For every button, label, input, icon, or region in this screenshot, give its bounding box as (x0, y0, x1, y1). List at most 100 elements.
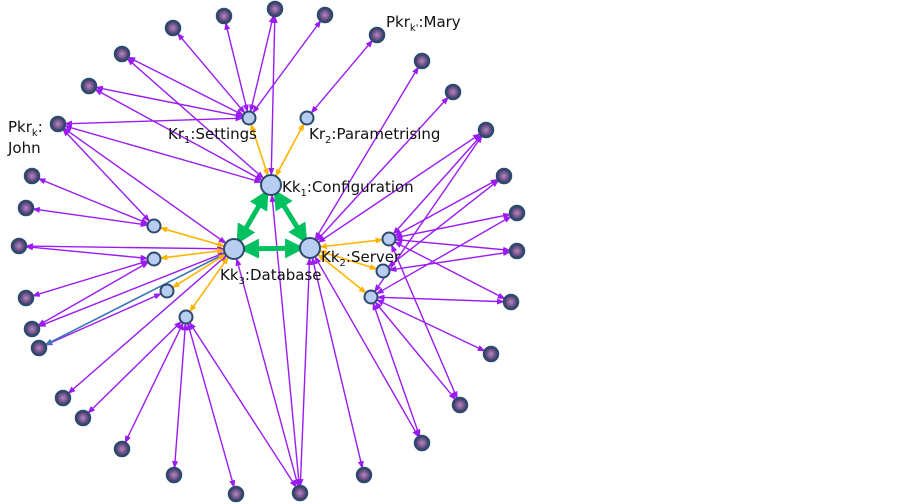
person-node-o20[interactable] (80, 77, 98, 95)
hierarchy-edge (24, 244, 149, 261)
labels-layer: Kk1:ConfigurationKk2:ServerKk3:DatabaseK… (7, 13, 461, 287)
person-node-o23[interactable] (215, 7, 233, 25)
hierarchy-edge (176, 32, 246, 114)
person-node-o29[interactable] (477, 121, 495, 139)
label-subscript: k (32, 128, 38, 139)
link-edge (189, 256, 229, 313)
person-node-o32[interactable] (495, 167, 513, 185)
person-node-o11[interactable] (227, 485, 245, 503)
person-node-o4[interactable] (17, 289, 35, 307)
concept-node-l4[interactable] (178, 309, 194, 325)
concept-node-kr1[interactable] (241, 110, 257, 126)
hierarchy-edge (37, 261, 150, 327)
person-node-o22[interactable] (164, 19, 182, 37)
hierarchy-edge (235, 257, 300, 488)
core-edge (236, 189, 269, 245)
link-edge (275, 122, 305, 178)
hierarchy-edge (268, 14, 278, 177)
person-node-o3[interactable] (10, 237, 28, 255)
person-node-o6[interactable] (30, 339, 48, 357)
hierarchy-edge (375, 299, 486, 352)
person-node-o16[interactable] (451, 396, 469, 414)
person-node-o24[interactable] (266, 0, 284, 18)
hierarchy-edge (188, 321, 297, 488)
hierarchy-edge (374, 134, 483, 293)
hierarchy-edge (31, 206, 149, 228)
person-node-o7[interactable] (54, 389, 72, 407)
core-edge (238, 238, 306, 259)
hierarchy-edge (376, 294, 506, 305)
label-rest: :Parametrising (331, 125, 440, 143)
label-rest: :Server (346, 248, 401, 266)
concept-node-r2[interactable] (375, 263, 391, 279)
concept-node-r3[interactable] (363, 289, 379, 305)
hierarchy-edge (388, 250, 512, 272)
nodes-layer (10, 0, 526, 503)
concept-node-r1[interactable] (381, 231, 397, 247)
person-node-mary[interactable] (368, 26, 386, 44)
label-main: Kk (282, 178, 301, 196)
link-edge (318, 237, 384, 250)
label-rest: : (38, 118, 43, 136)
concept-node-l2[interactable] (146, 251, 162, 267)
concept-node-kk1[interactable] (260, 174, 282, 196)
concept-node-kk3[interactable] (223, 238, 245, 260)
hierarchy-edge (394, 237, 512, 253)
node-label-kr2: Kr2:Parametrising (309, 125, 440, 146)
person-node-o21[interactable] (113, 45, 131, 63)
concept-node-l1[interactable] (146, 218, 162, 234)
label-rest: :Settings (190, 125, 257, 143)
label-subscript: 2 (325, 135, 331, 146)
person-node-o13[interactable] (291, 484, 309, 502)
person-node-o10[interactable] (165, 466, 183, 484)
hierarchy-edge (311, 256, 364, 470)
hierarchy-edge (314, 255, 420, 438)
person-node-o25[interactable] (316, 6, 334, 24)
person-node-o28[interactable] (444, 83, 462, 101)
person-node-o17[interactable] (482, 345, 500, 363)
concept-node-kr2[interactable] (299, 110, 315, 126)
person-node-o9[interactable] (113, 440, 131, 458)
node-label-john: Pkrk: John (7, 118, 43, 157)
person-node-o30[interactable] (508, 242, 526, 260)
hierarchy-edge (314, 66, 420, 241)
person-node-o14[interactable] (355, 466, 373, 484)
hierarchy-edge (172, 322, 188, 470)
hierarchy-edge (310, 39, 374, 114)
person-node-o31[interactable] (508, 204, 526, 222)
node-label-kk3: Kk3:Database (220, 266, 322, 287)
label-subscript: k' (410, 23, 419, 34)
hierarchy-edge (249, 14, 275, 113)
label-rest: :Mary (418, 13, 460, 31)
person-node-o5[interactable] (23, 320, 41, 338)
concept-node-kk2[interactable] (299, 237, 321, 259)
person-node-john[interactable] (49, 115, 67, 133)
person-node-o18[interactable] (502, 293, 520, 311)
node-label-mary: Pkrk':Mary (386, 13, 461, 34)
label-rest: :Configuration (307, 178, 414, 196)
hierarchy-edge (127, 56, 245, 116)
person-node-o1[interactable] (23, 167, 41, 185)
link-edge (250, 123, 269, 177)
label-main: Kk (220, 266, 239, 284)
link-edge (159, 226, 226, 248)
label-main: Kk (321, 248, 340, 266)
hierarchy-edge (186, 322, 236, 489)
concept-node-l3[interactable] (159, 283, 175, 299)
label-subscript: 1 (301, 188, 307, 199)
label-main: Pkr (8, 118, 33, 136)
person-node-o15[interactable] (413, 434, 431, 452)
person-node-o8[interactable] (74, 409, 92, 427)
hierarchy-edge (374, 301, 457, 401)
node-label-kr1: Kr1:Settings (168, 125, 257, 146)
hierarchy-edge (297, 256, 313, 488)
hierarchy-edge (124, 321, 184, 444)
label-main: Kr (168, 125, 185, 143)
link-edge (317, 253, 367, 294)
person-node-o27[interactable] (413, 52, 431, 70)
label-subscript: 3 (239, 276, 245, 287)
hierarchy-edge (224, 21, 249, 113)
person-node-o2[interactable] (17, 199, 35, 217)
core-edge (273, 189, 308, 244)
